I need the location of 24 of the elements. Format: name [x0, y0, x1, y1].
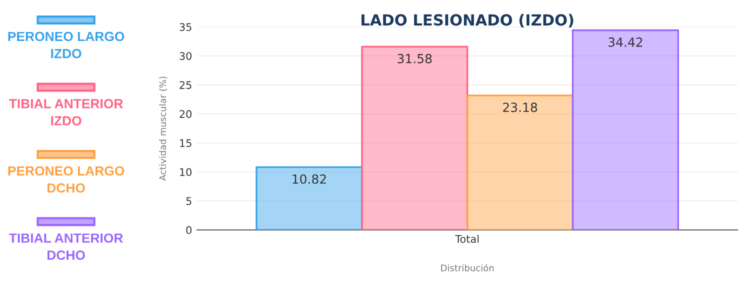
bar — [466, 94, 574, 230]
legend-label: TIBIAL ANTERIOR DCHO — [9, 233, 123, 260]
y-tick-label: 35 — [180, 23, 192, 31]
bar — [572, 29, 680, 230]
data-label: 34.42 — [608, 37, 642, 47]
x-axis-title: Distribución — [441, 264, 494, 272]
data-label: 10.82 — [292, 174, 326, 184]
y-tick-label: 25 — [180, 81, 192, 90]
y-tick-label: 20 — [180, 110, 192, 118]
legend-label: PERONEO LARGO IZDO — [8, 32, 124, 58]
y-tick-label: 10 — [180, 168, 192, 176]
bar — [361, 46, 468, 230]
y-axis-title: Actividad muscular (%) — [159, 76, 168, 181]
data-label: 31.58 — [398, 54, 432, 64]
legend-label: PERONEO LARGO DCHO — [8, 166, 124, 193]
chart-title: LADO LESIONADO (IZDO) — [362, 14, 574, 28]
x-tick-label: Total — [455, 234, 479, 243]
y-tick-label: 5 — [186, 197, 192, 206]
data-label: 23.18 — [503, 102, 538, 112]
y-tick-label: 15 — [180, 139, 192, 148]
y-tick-label: 0 — [186, 226, 192, 234]
y-tick-label: 30 — [180, 52, 192, 60]
bar — [256, 166, 363, 230]
legend-label: TIBIAL ANTERIOR IZDO — [9, 99, 123, 126]
